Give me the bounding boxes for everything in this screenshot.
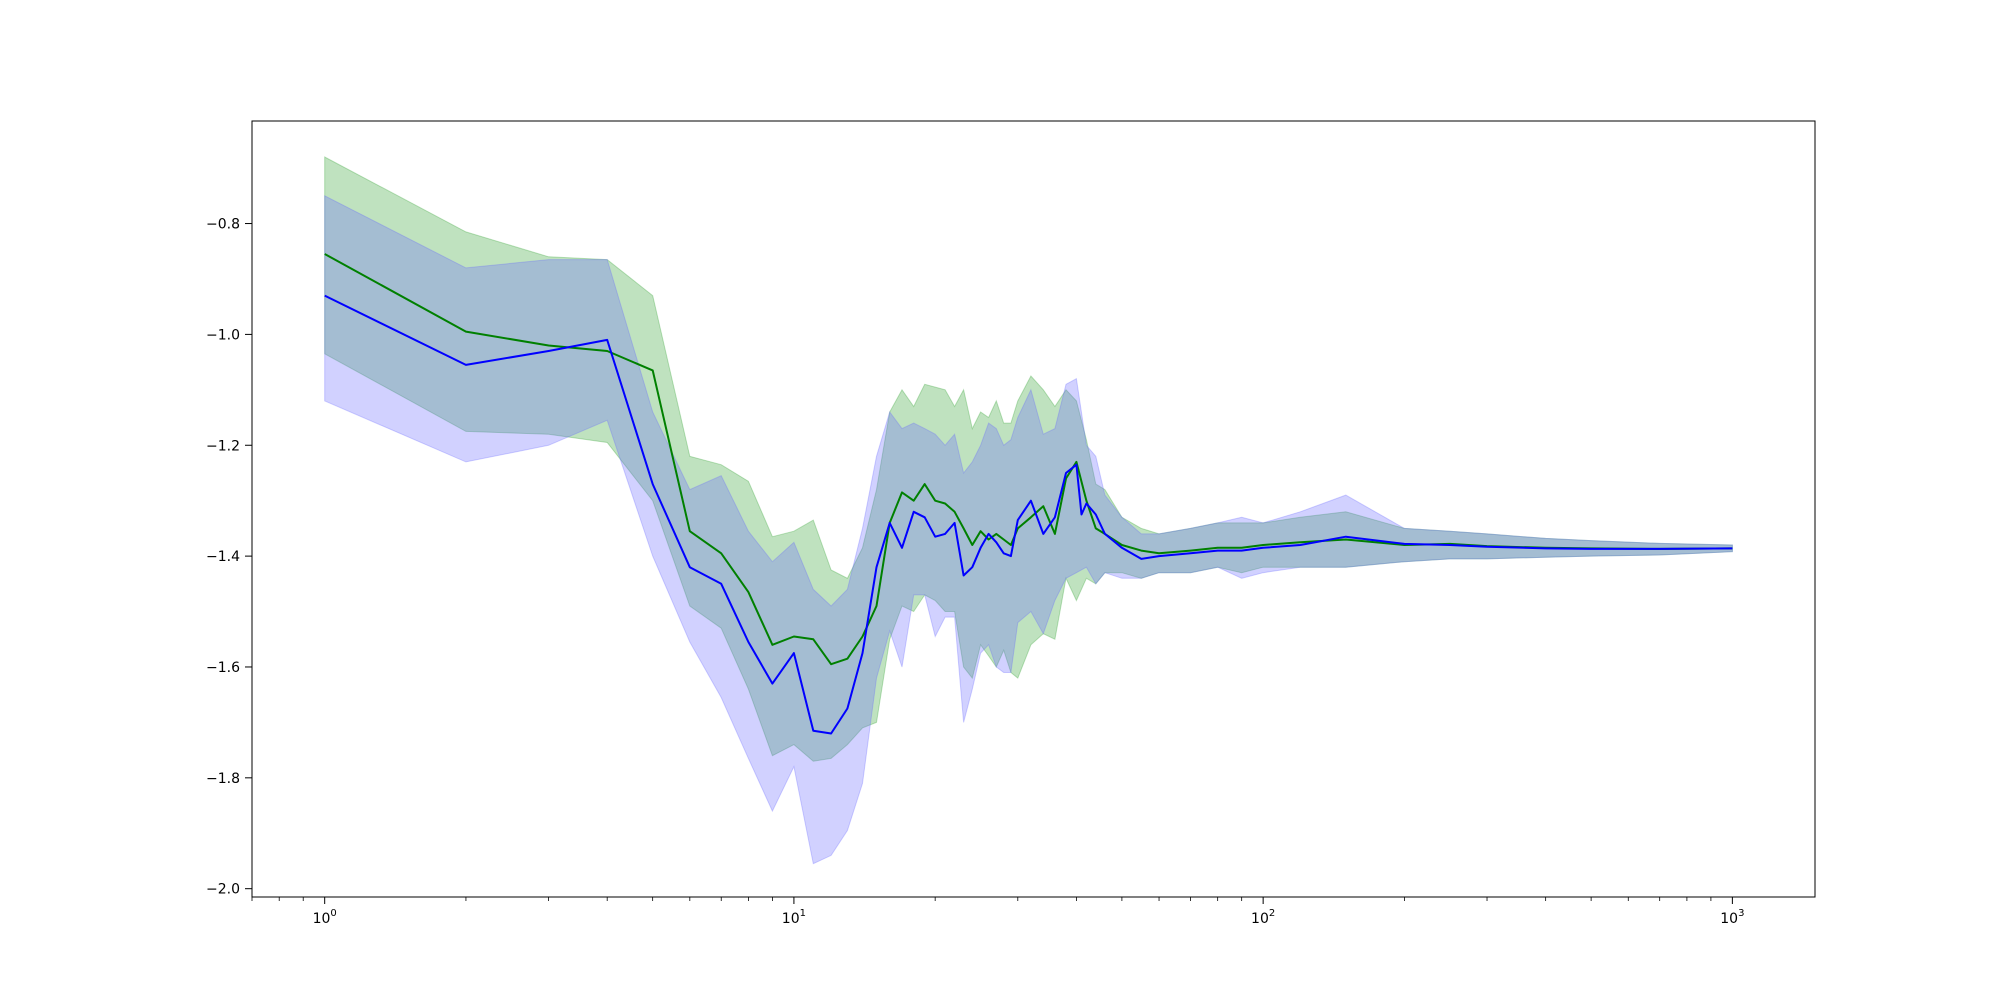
x-axis: 100 101 102 103 xyxy=(251,897,1744,927)
x-tick-label: 101 xyxy=(782,908,806,927)
x-tick-base: 10 xyxy=(782,911,800,927)
x-tick-base: 10 xyxy=(1720,911,1738,927)
x-tick-exponent: 0 xyxy=(330,908,336,919)
confidence-bands xyxy=(324,156,1733,865)
x-tick-label: 103 xyxy=(1720,908,1744,927)
y-tick-label: −1.2 xyxy=(206,438,240,454)
x-tick-exponent: 3 xyxy=(1738,908,1744,919)
y-tick-label: −1.4 xyxy=(206,549,240,565)
y-axis: −0.8 −1.0 −1.2 −1.4 −1.6 −1.8 −2.0 xyxy=(206,217,252,898)
series-0-line xyxy=(324,253,1733,666)
x-tick-exponent: 2 xyxy=(1269,908,1275,919)
series-1-line xyxy=(324,294,1733,735)
y-tick-label: −2.0 xyxy=(206,882,240,898)
mean-lines xyxy=(324,253,1733,735)
y-tick-label: −0.8 xyxy=(206,217,240,233)
series-0-band xyxy=(324,156,1733,762)
x-tick-label: 100 xyxy=(313,908,337,927)
plot-frame xyxy=(251,120,1816,898)
x-tick-label: 102 xyxy=(1251,908,1275,927)
series-1-band xyxy=(324,194,1733,865)
x-tick-base: 10 xyxy=(313,911,331,927)
y-tick-label: −1.0 xyxy=(206,327,240,343)
x-tick-base: 10 xyxy=(1251,911,1269,927)
x-tick-exponent: 1 xyxy=(800,908,806,919)
y-tick-label: −1.6 xyxy=(206,660,240,676)
y-tick-label: −1.8 xyxy=(206,771,240,787)
